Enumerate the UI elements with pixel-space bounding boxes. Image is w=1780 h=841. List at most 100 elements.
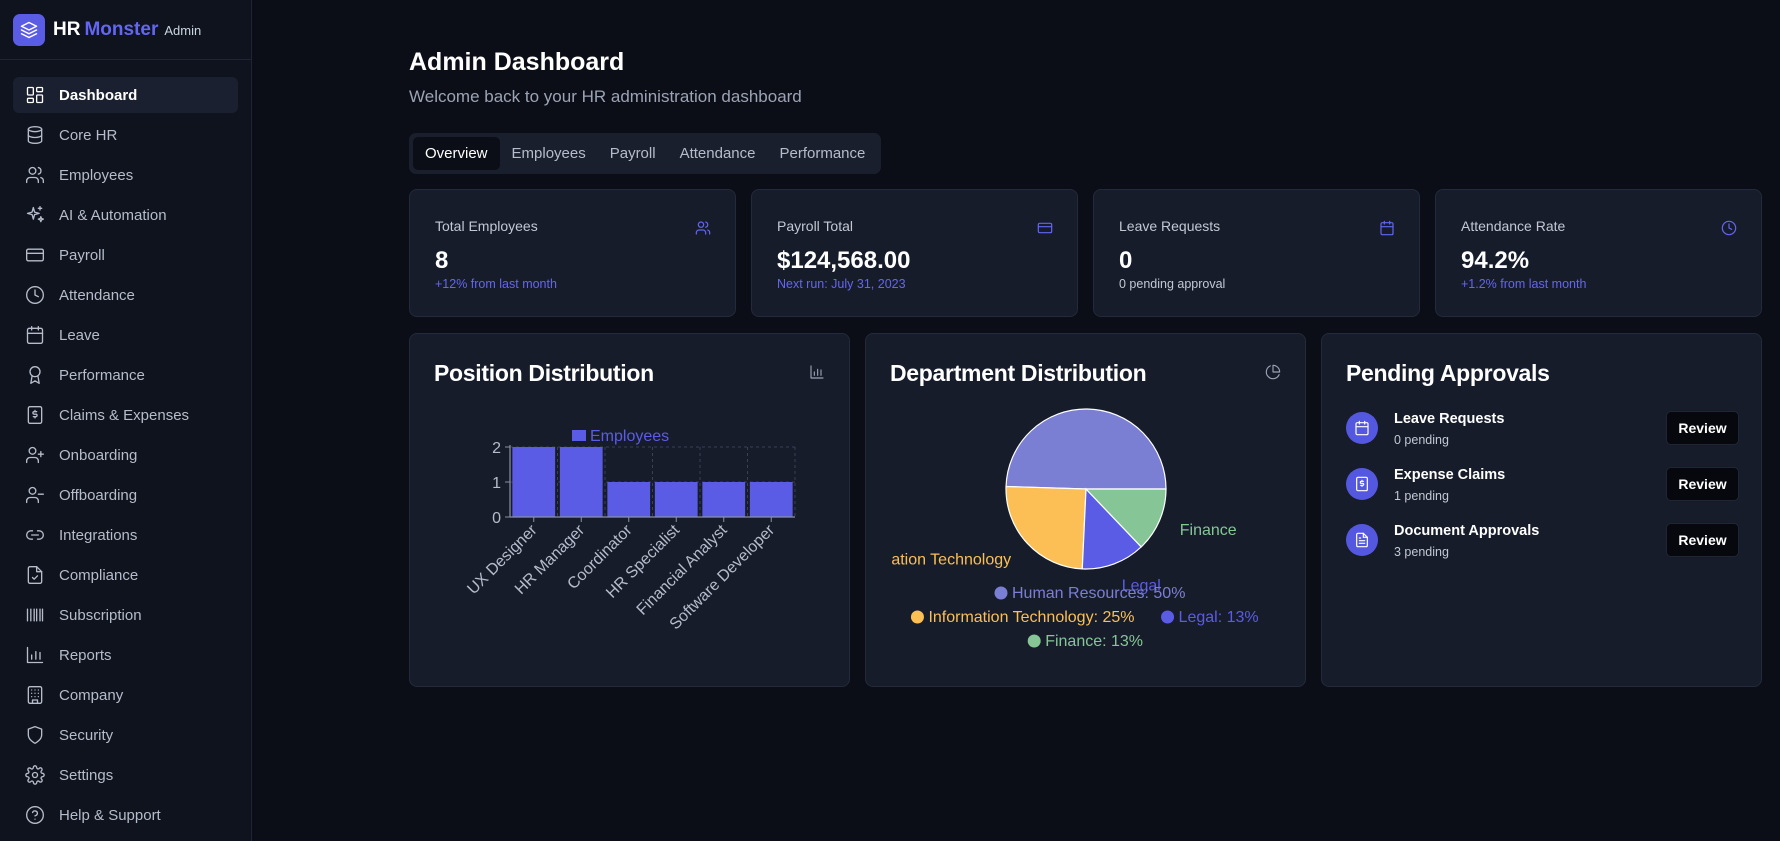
- sidebar-item-core-hr[interactable]: Core HR: [13, 117, 238, 153]
- stat-value: $124,568.00: [777, 247, 911, 274]
- bar: [702, 482, 746, 517]
- credit-card-icon: [1037, 220, 1053, 236]
- panel-title: Pending Approvals: [1346, 360, 1550, 386]
- review-button[interactable]: Review: [1666, 411, 1739, 445]
- sidebar-item-employees[interactable]: Employees: [13, 157, 238, 193]
- review-button[interactable]: Review: [1666, 467, 1739, 501]
- stat-value: 94.2%: [1461, 247, 1530, 274]
- sidebar-item-claims-expenses[interactable]: Claims & Expenses: [13, 397, 238, 433]
- sidebar-item-leave[interactable]: Leave: [13, 317, 238, 353]
- link-icon: [25, 525, 45, 545]
- pie-outer-label: ation Technology: [891, 551, 1011, 568]
- sidebar-item-settings[interactable]: Settings: [13, 757, 238, 793]
- approval-count: 0 pending: [1394, 433, 1449, 447]
- stat-label: Payroll Total: [777, 218, 854, 234]
- sidebar-item-subscription[interactable]: Subscription: [13, 597, 238, 633]
- bar: [512, 447, 556, 517]
- approval-count: 3 pending: [1394, 545, 1449, 559]
- stat-label: Total Employees: [435, 218, 538, 234]
- sidebar-item-label: Reports: [59, 646, 112, 664]
- clock-icon: [25, 285, 45, 305]
- sidebar-item-offboarding[interactable]: Offboarding: [13, 477, 238, 513]
- legend-label: Legal: 13%: [1179, 609, 1259, 626]
- sidebar-item-label: Settings: [59, 766, 114, 784]
- barcode-icon: [25, 605, 45, 625]
- y-tick-label: 0: [492, 510, 501, 527]
- stat-card-total-employees: Total Employees 8 +12% from last month: [409, 189, 736, 317]
- pie-slice: [1081, 487, 1143, 570]
- panel-title: Department Distribution: [890, 360, 1147, 386]
- file-text-icon: [1346, 524, 1378, 556]
- panel-department-distribution: Department Distribution ation Technology…: [865, 333, 1306, 687]
- receipt-icon: [25, 405, 45, 425]
- sidebar-item-label: Payroll: [59, 246, 105, 264]
- sidebar-item-company[interactable]: Company: [13, 677, 238, 713]
- sidebar: HR Monster Admin Dashboard Core HR Employe…: [0, 0, 252, 841]
- legend-dot: [1027, 634, 1041, 648]
- sidebar-item-label: Security: [59, 726, 114, 744]
- approval-item-expense-claims: Expense Claims 1 pending Review: [1346, 464, 1739, 506]
- layers-icon: [13, 13, 45, 46]
- sidebar-item-dashboard[interactable]: Dashboard: [13, 77, 238, 113]
- dashboard-icon: [25, 85, 45, 105]
- bar: [559, 447, 603, 517]
- brand[interactable]: HR Monster Admin: [0, 0, 251, 60]
- sidebar-item-onboarding[interactable]: Onboarding: [13, 437, 238, 473]
- sidebar-item-label: Subscription: [59, 606, 142, 624]
- sidebar-item-help-support[interactable]: Help & Support: [13, 797, 238, 833]
- brand-name: HR Monster Admin: [53, 19, 201, 41]
- sidebar-item-attendance[interactable]: Attendance: [13, 277, 238, 313]
- sidebar-item-performance[interactable]: Performance: [13, 357, 238, 393]
- user-minus-icon: [25, 485, 45, 505]
- sidebar-item-label: Integrations: [59, 526, 138, 544]
- stat-trend: +12% from last month: [435, 277, 557, 291]
- tab-overview[interactable]: Overview: [413, 137, 500, 170]
- sidebar-item-label: AI & Automation: [59, 206, 167, 224]
- stat-card-attendance-rate: Attendance Rate 94.2% +1.2% from last mo…: [1435, 189, 1762, 317]
- legend-label: Information Technology: 25%: [928, 609, 1134, 626]
- sidebar-item-label: Leave: [59, 326, 100, 344]
- tab-performance[interactable]: Performance: [779, 145, 866, 162]
- stat-trend: +1.2% from last month: [1461, 277, 1587, 291]
- sidebar-item-payroll[interactable]: Payroll: [13, 237, 238, 273]
- tab-employees[interactable]: Employees: [511, 145, 586, 162]
- pie-outer-label: Finance: [1180, 522, 1237, 539]
- review-button[interactable]: Review: [1666, 523, 1739, 557]
- calendar-icon: [25, 325, 45, 345]
- bar: [749, 482, 793, 517]
- sidebar-item-label: Help & Support: [59, 806, 161, 824]
- gear-icon: [25, 765, 45, 785]
- page-title: Admin Dashboard: [409, 48, 625, 76]
- file-check-icon: [25, 565, 45, 585]
- tab-attendance[interactable]: Attendance: [679, 145, 756, 162]
- sidebar-item-ai-automation[interactable]: AI & Automation: [13, 197, 238, 233]
- bar-chart-icon: [25, 645, 45, 665]
- user-plus-icon: [25, 445, 45, 465]
- sidebar-item-label: Offboarding: [59, 486, 138, 504]
- sidebar-item-label: Company: [59, 686, 124, 704]
- building-icon: [25, 685, 45, 705]
- stat-value: 8: [435, 247, 449, 274]
- pie-slice: [1084, 488, 1167, 548]
- pie-outer-label: Legal: [1122, 578, 1161, 595]
- receipt-icon: [1346, 468, 1378, 500]
- sidebar-item-integrations[interactable]: Integrations: [13, 517, 238, 553]
- credit-card-icon: [25, 245, 45, 265]
- sidebar-item-label: Compliance: [59, 566, 139, 584]
- stat-card-leave-requests: Leave Requests 0 0 pending approval: [1093, 189, 1420, 317]
- users-icon: [25, 165, 45, 185]
- sidebar-item-reports[interactable]: Reports: [13, 637, 238, 673]
- sidebar-item-security[interactable]: Security: [13, 717, 238, 753]
- legend-label: Finance: 13%: [1045, 633, 1143, 650]
- legend-dot: [910, 610, 924, 624]
- sidebar-item-compliance[interactable]: Compliance: [13, 557, 238, 593]
- panel-title: Position Distribution: [434, 360, 654, 386]
- legend-swatch: [572, 430, 586, 441]
- panel-pending-approvals: Pending Approvals Leave Requests 0 pendi…: [1321, 333, 1762, 687]
- department-pie-chart: ation Technology Legal Finance Human Resour…: [891, 408, 1259, 650]
- approval-count: 1 pending: [1394, 489, 1449, 503]
- pie-slice: [1005, 408, 1167, 490]
- pie-chart-icon: [1265, 364, 1281, 380]
- tab-payroll[interactable]: Payroll: [609, 145, 656, 162]
